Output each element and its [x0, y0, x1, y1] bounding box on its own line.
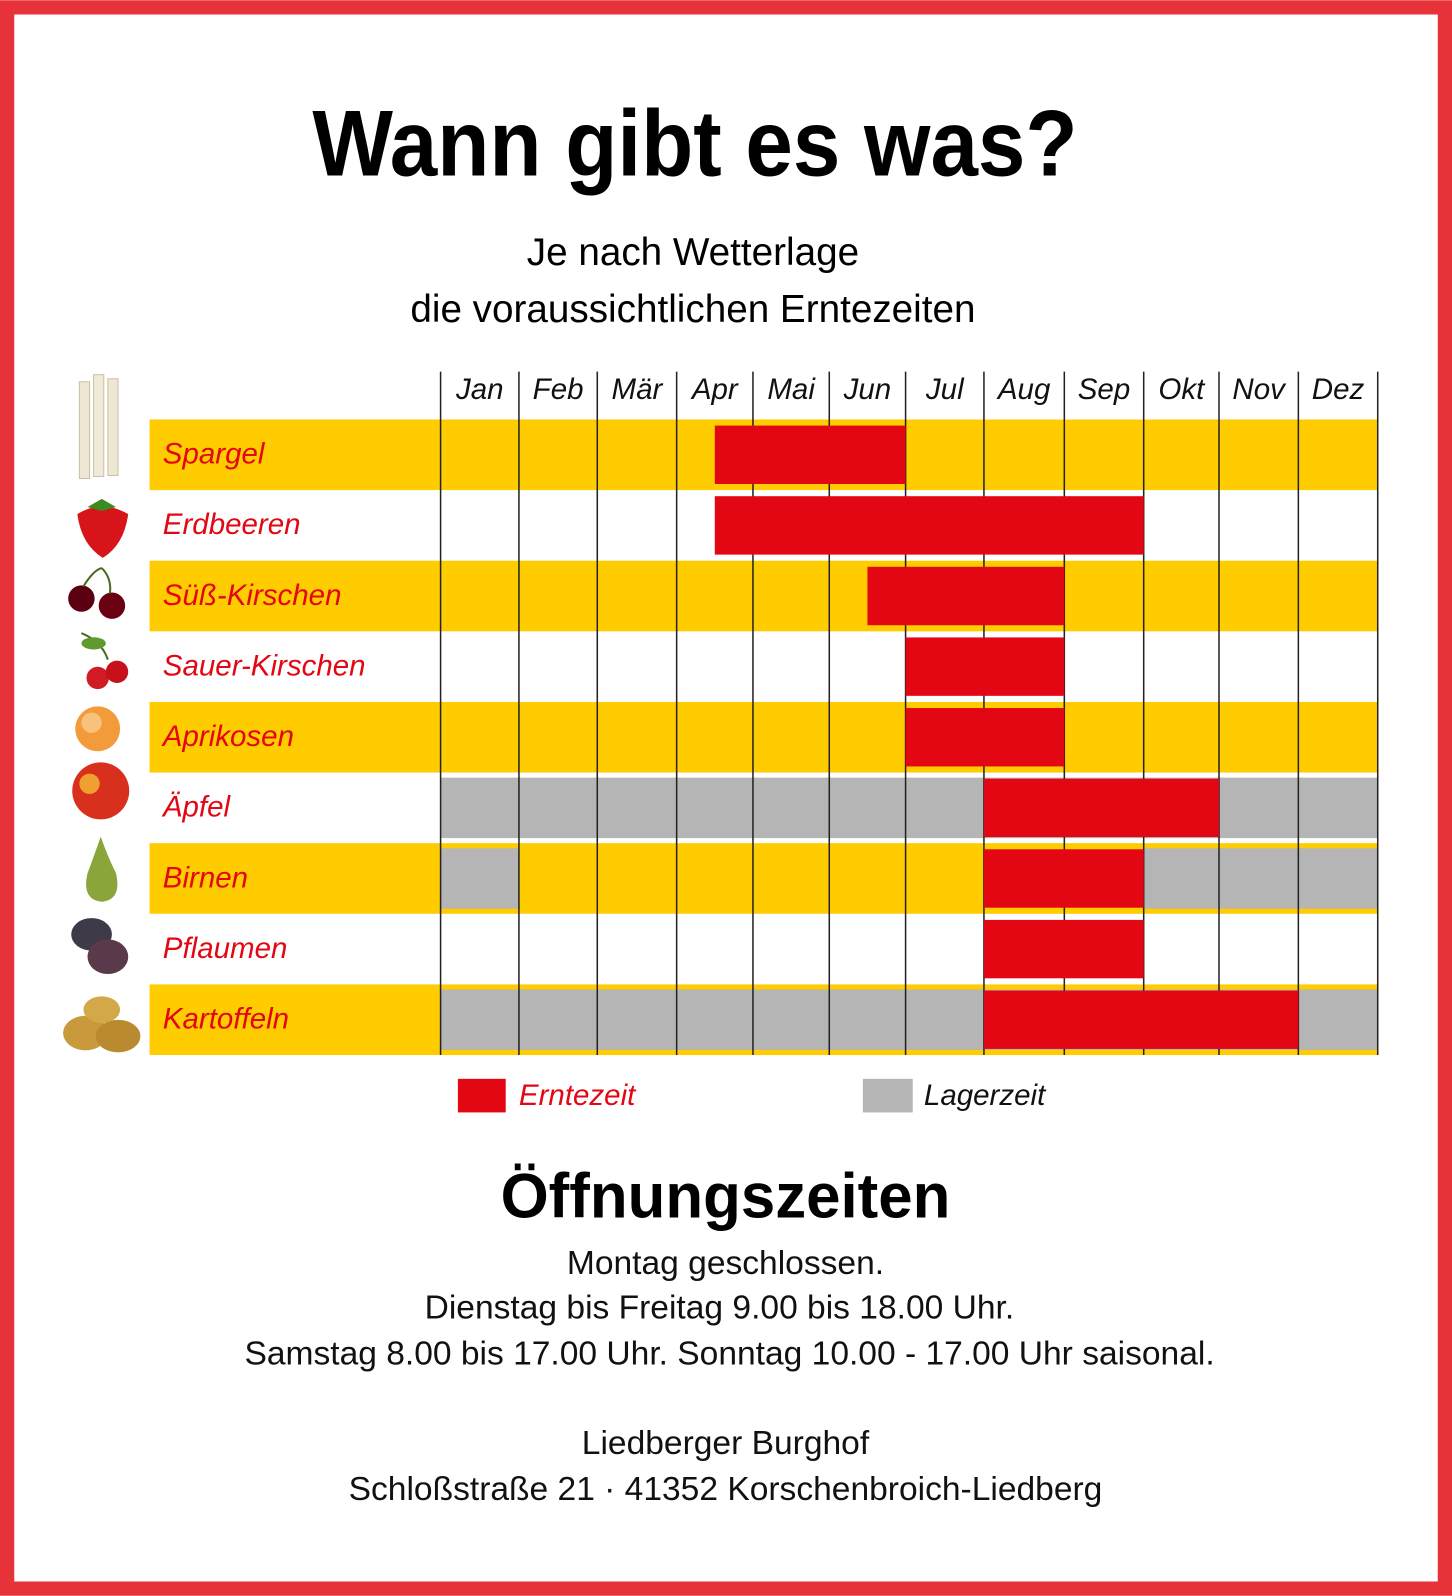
month-label: Feb — [533, 373, 584, 406]
row-label: Sauer-Kirschen — [163, 649, 366, 682]
subtitle: Je nach Wetterlage — [527, 231, 859, 274]
title: Wann gibt es was? — [312, 91, 1077, 196]
fruit-icons — [63, 374, 141, 1053]
month-label: Aug — [996, 373, 1051, 406]
row-band — [149, 560, 1378, 632]
month-label: Dez — [1312, 373, 1365, 406]
month-label: Nov — [1232, 373, 1287, 406]
subtitle: die voraussichtlichen Erntezeiten — [410, 288, 975, 331]
harvest-bar — [714, 496, 1144, 555]
apple-icon — [72, 762, 130, 820]
opening-title: Öffnungszeiten — [501, 1162, 951, 1232]
strawberry-icon — [77, 498, 129, 558]
harvest-bar — [983, 849, 1144, 908]
legend-swatch — [457, 1078, 506, 1113]
legend-swatch — [862, 1078, 913, 1113]
month-label: Jun — [843, 373, 892, 406]
plums-icon — [71, 918, 129, 975]
opening-line: Samstag 8.00 bis 17.00 Uhr. Sonntag 10.0… — [244, 1335, 1214, 1372]
month-label: Sep — [1078, 373, 1131, 406]
month-label: Jul — [925, 373, 965, 406]
month-label: Mär — [612, 373, 664, 406]
opening-line: Montag geschlossen. — [567, 1245, 884, 1282]
row-label: Süß-Kirschen — [163, 579, 342, 612]
harvest-bar — [983, 990, 1299, 1049]
harvest-bar — [867, 566, 1065, 626]
legend-label: Erntezeit — [519, 1079, 637, 1112]
row-label: Birnen — [163, 861, 248, 894]
storage-bar — [1143, 848, 1378, 909]
cherries-icon — [68, 567, 126, 619]
row-label: Erdbeeren — [163, 508, 301, 541]
calendar: Spargel Erdbeeren Süß-Kirschen Sauer-Kirsch… — [149, 371, 1379, 1113]
sour-cherries-icon — [81, 632, 129, 690]
harvest-bar — [714, 425, 906, 484]
address-street: Schloßstraße 21 · 41352 Korschenbroich-L… — [349, 1471, 1103, 1508]
month-label: Okt — [1158, 373, 1206, 406]
month-label: Mai — [767, 373, 816, 406]
month-label: Jan — [455, 373, 504, 406]
harvest-bar — [983, 778, 1219, 838]
opening-line: Dienstag bis Freitag 9.00 bis 18.00 Uhr. — [425, 1290, 1015, 1327]
row-label: Pflaumen — [163, 932, 288, 965]
row-band — [149, 701, 1378, 773]
legend-label: Lagerzeit — [924, 1079, 1047, 1112]
row-label: Aprikosen — [161, 720, 294, 753]
apricot-icon — [75, 706, 121, 752]
row-label: Äpfel — [161, 791, 232, 824]
month-label: Apr — [690, 373, 739, 406]
asparagus-icon — [78, 374, 119, 480]
potatoes-icon — [63, 996, 141, 1053]
address-name: Liedberger Burghof — [582, 1425, 870, 1462]
storage-bar — [440, 848, 519, 909]
harvest-bar — [983, 919, 1144, 979]
pear-icon — [86, 836, 118, 902]
harvest-bar — [905, 708, 1065, 767]
harvest-bar — [905, 637, 1065, 696]
row-label: Spargel — [163, 438, 266, 471]
storage-bar — [440, 777, 1378, 839]
row-label: Kartoffeln — [163, 1003, 289, 1036]
